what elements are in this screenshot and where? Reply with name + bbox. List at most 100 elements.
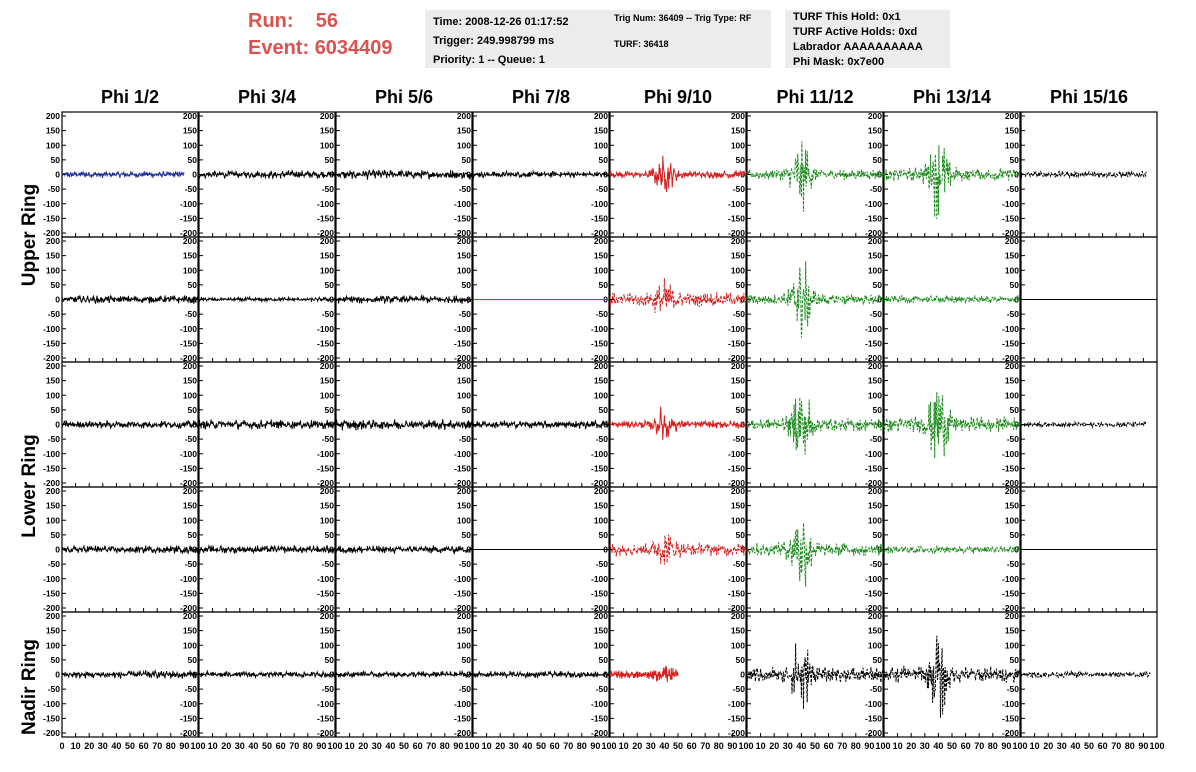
y-tick-label: -50: [459, 684, 472, 694]
y-tick-label: -200: [180, 228, 197, 238]
col-header-phi-1-2: Phi 1/2: [100, 87, 160, 107]
y-tick-label: -100: [865, 699, 882, 709]
x-tick-label: 40: [796, 741, 806, 751]
y-tick-label: -50: [48, 184, 61, 194]
y-tick-label: -150: [43, 588, 60, 598]
y-tick-label: 150: [594, 626, 608, 636]
y-tick-label: 100: [731, 265, 745, 275]
y-tick-label: -50: [322, 309, 335, 319]
y-tick-label: -50: [596, 559, 609, 569]
col-header-phi-9-10: Phi 9/10: [643, 87, 713, 107]
x-tick-label: 0: [59, 741, 64, 751]
y-tick-label: -100: [591, 449, 608, 459]
waveform-trace: [198, 169, 336, 180]
y-tick-label: -150: [865, 588, 882, 598]
x-tick-label: 50: [810, 741, 820, 751]
y-tick-label: 50: [51, 530, 61, 540]
y-tick-label: 150: [183, 251, 197, 261]
x-tick-label: 40: [933, 741, 943, 751]
y-tick-label: 50: [599, 155, 609, 165]
y-tick-label: -100: [1002, 699, 1019, 709]
x-tick-label: 60: [1098, 741, 1108, 751]
y-tick-label: 100: [731, 640, 745, 650]
waveform-trace: [198, 418, 336, 430]
y-tick-label: -150: [728, 213, 745, 223]
x-tick-label: 90: [864, 741, 874, 751]
y-tick-label: -100: [180, 574, 197, 584]
labrador-text: Labrador AAAAAAAAAA: [793, 41, 923, 53]
y-tick-label: -200: [728, 353, 745, 363]
y-tick-label: 200: [457, 361, 471, 371]
y-tick-label: -50: [459, 309, 472, 319]
y-tick-label: 200: [320, 361, 334, 371]
y-tick-label: 100: [183, 515, 197, 525]
y-tick-label: 200: [731, 236, 745, 246]
x-tick-label: 80: [303, 741, 313, 751]
x-tick-label: 100: [738, 741, 753, 751]
x-tick-label: 10: [71, 741, 81, 751]
y-tick-label: 50: [873, 530, 883, 540]
y-tick-label: 100: [868, 265, 882, 275]
y-tick-label: 150: [731, 626, 745, 636]
y-tick-label: -200: [865, 478, 882, 488]
y-tick-label: 100: [1005, 265, 1019, 275]
y-tick-label: 150: [868, 626, 882, 636]
y-tick-label: 150: [594, 126, 608, 136]
y-tick-label: 50: [325, 405, 335, 415]
y-tick-label: 200: [731, 361, 745, 371]
col-header-phi-13-14: Phi 13/14: [912, 87, 992, 107]
trig-text: Trig Num: 36409 -- Trig Type: RF: [614, 13, 752, 23]
y-tick-label: 100: [1005, 640, 1019, 650]
priority-text: Priority: 1 -- Queue: 1: [433, 54, 545, 66]
y-tick-label: -50: [733, 184, 746, 194]
y-tick-label: -100: [728, 699, 745, 709]
y-tick-label: 100: [183, 265, 197, 275]
y-tick-label: 150: [731, 376, 745, 386]
x-tick-label: 10: [619, 741, 629, 751]
y-tick-label: 200: [1005, 361, 1019, 371]
x-tick-label: 80: [988, 741, 998, 751]
x-tick-label: 80: [577, 741, 587, 751]
y-tick-label: 200: [457, 111, 471, 121]
y-tick-label: 100: [320, 265, 334, 275]
y-tick-label: -150: [1002, 588, 1019, 598]
y-tick-label: 100: [731, 515, 745, 525]
y-tick-label: 150: [320, 626, 334, 636]
y-tick-label: -100: [317, 324, 334, 334]
y-tick-label: 50: [51, 405, 61, 415]
x-tick-label: 80: [1125, 741, 1135, 751]
y-tick-label: 200: [183, 361, 197, 371]
x-tick-label: 80: [166, 741, 176, 751]
y-tick-label: 100: [594, 390, 608, 400]
y-tick-label: -200: [180, 478, 197, 488]
col-header-phi-11-12: Phi 11/12: [776, 87, 854, 107]
y-tick-label: -100: [180, 199, 197, 209]
y-tick-label: -200: [1002, 728, 1019, 738]
y-tick-label: 0: [55, 670, 60, 680]
y-tick-label: -50: [322, 684, 335, 694]
y-tick-label: 150: [594, 501, 608, 511]
y-tick-label: 50: [1010, 530, 1020, 540]
x-tick-label: 20: [221, 741, 231, 751]
y-tick-label: 200: [457, 611, 471, 621]
y-tick-label: 100: [594, 515, 608, 525]
y-tick-label: -150: [1002, 213, 1019, 223]
y-tick-label: 100: [868, 390, 882, 400]
waveform-trace: [335, 545, 473, 556]
x-tick-label: 60: [824, 741, 834, 751]
x-tick-label: 30: [98, 741, 108, 751]
waveform-trace: [198, 669, 336, 680]
y-tick-label: -200: [865, 603, 882, 613]
y-tick-label: 50: [599, 405, 609, 415]
y-tick-label: 200: [46, 486, 60, 496]
y-tick-label: -50: [733, 434, 746, 444]
y-tick-label: -150: [180, 338, 197, 348]
x-tick-label: 20: [1043, 741, 1053, 751]
waveform-trace: [746, 522, 884, 587]
y-tick-label: 200: [1005, 611, 1019, 621]
y-tick-label: -50: [733, 559, 746, 569]
y-tick-label: -100: [1002, 574, 1019, 584]
y-tick-label: 150: [457, 126, 471, 136]
y-tick-label: -200: [317, 603, 334, 613]
y-tick-label: 200: [868, 486, 882, 496]
